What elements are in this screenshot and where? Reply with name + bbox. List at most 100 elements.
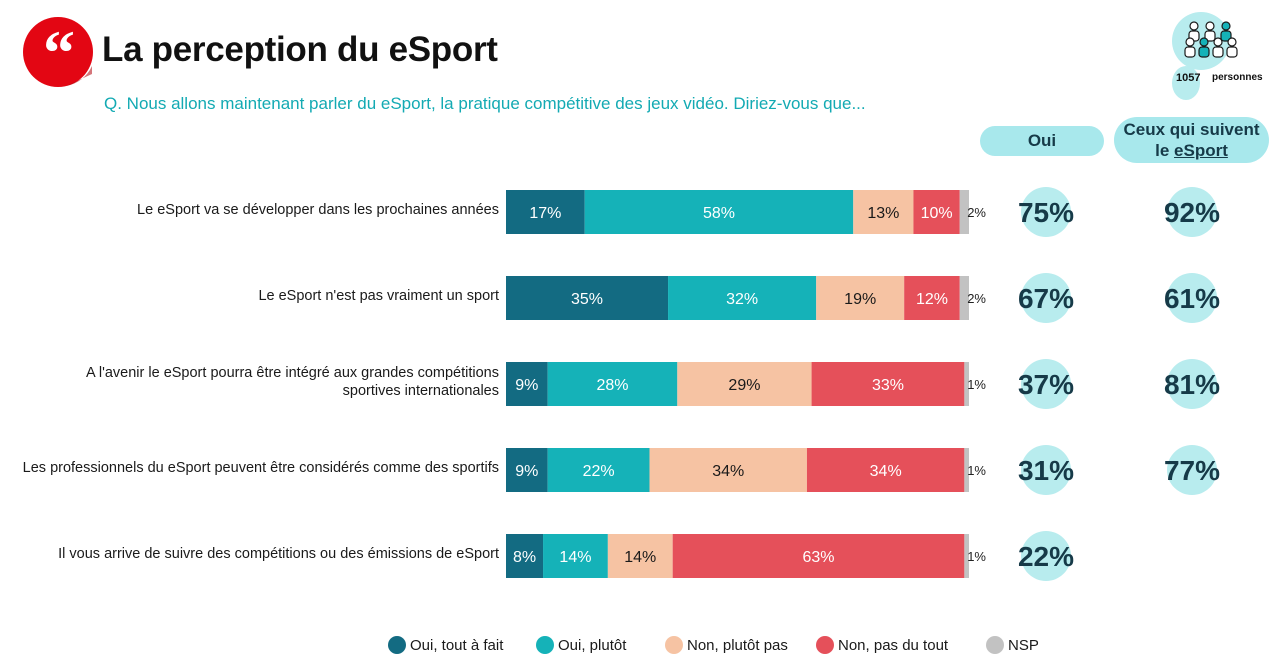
segment-value-label: 32%: [726, 291, 758, 308]
bar-segment: [959, 276, 969, 320]
nsp-value-label: 1%: [967, 549, 986, 564]
segment-value-label: 13%: [867, 205, 899, 222]
category-label: Les professionnels du eSport peuvent êtr…: [23, 459, 499, 477]
legend-item: Non, pas du tout: [816, 636, 948, 654]
legend-item: Non, plutôt pas: [665, 636, 788, 654]
bar-segment: [506, 448, 548, 492]
segment-value-label: 33%: [872, 377, 904, 394]
segment-value-label: 28%: [596, 377, 628, 394]
category-label-line: Le eSport n'est pas vraiment un sport: [258, 288, 499, 304]
legend-swatch: [816, 636, 834, 654]
nsp-value-label: 2%: [967, 291, 986, 306]
legend-item: Oui, plutôt: [536, 636, 626, 654]
followers-total-bubble: [1167, 187, 1217, 237]
oui-total-bubble: [1021, 445, 1071, 495]
segment-value-label: 17%: [529, 205, 561, 222]
column-header-followers: Ceux qui suivent le eSport: [1114, 117, 1269, 163]
respondents-label: personnes: [1212, 72, 1263, 83]
bar-segment: [964, 448, 969, 492]
segment-value-label: 58%: [703, 205, 735, 222]
category-label-line: A l'avenir le eSport pourra être intégré…: [85, 365, 499, 381]
bar-segment: [811, 362, 965, 406]
bar-segment: [607, 534, 673, 578]
category-label-line: Le eSport va se développer dans les proc…: [137, 202, 499, 218]
people-group-icon: [1184, 21, 1238, 58]
column-header-oui: Oui: [980, 126, 1104, 156]
bar-segment: [964, 362, 969, 406]
segment-value-label: 14%: [559, 549, 591, 566]
segment-value-label: 34%: [870, 463, 902, 480]
bar-segment: [547, 362, 678, 406]
category-label: Le eSport n'est pas vraiment un sport: [258, 287, 499, 305]
segment-value-label: 63%: [803, 549, 835, 566]
legend-label: Oui, tout à fait: [410, 637, 504, 654]
legend-item: Oui, tout à fait: [388, 636, 503, 654]
bar-segment: [668, 276, 817, 320]
followers-total-bubble: [1167, 273, 1217, 323]
category-label-line: Il vous arrive de suivre des compétition…: [58, 546, 499, 562]
bar-segment: [672, 534, 965, 578]
legend-swatch: [986, 636, 1004, 654]
question-text: Q. Nous allons maintenant parler du eSpo…: [104, 94, 866, 113]
category-label: A l'avenir le eSport pourra être intégré…: [86, 364, 499, 400]
bar-segment: [649, 448, 807, 492]
segment-value-label: 9%: [515, 377, 538, 394]
segment-value-label: 9%: [515, 463, 538, 480]
oui-total-bubble: [1021, 359, 1071, 409]
bar-segment: [677, 362, 812, 406]
oui-total-value: 67%: [1018, 283, 1074, 314]
bar-segment: [506, 362, 548, 406]
bar-segment: [904, 276, 960, 320]
quote-icon: “: [23, 17, 93, 88]
segment-value-label: 14%: [624, 549, 656, 566]
bar-segment: [543, 534, 608, 578]
category-label: Le eSport va se développer dans les proc…: [137, 201, 499, 219]
oui-total-value: 75%: [1018, 197, 1074, 228]
bar-segment: [964, 534, 969, 578]
legend-swatch: [536, 636, 554, 654]
nsp-value-label: 2%: [967, 205, 986, 220]
legend-item: NSP: [986, 636, 1039, 654]
bar-segment: [816, 276, 905, 320]
page-title: La perception du eSport: [102, 30, 498, 69]
followers-total-bubble: [1167, 359, 1217, 409]
followers-total-value: 92%: [1164, 197, 1220, 228]
legend-label: Oui, plutôt: [558, 637, 627, 654]
followers-total-value: 61%: [1164, 283, 1220, 314]
legend-label: Non, plutôt pas: [687, 637, 788, 654]
esport-link[interactable]: eSport: [1174, 141, 1228, 160]
category-label: Il vous arrive de suivre des compétition…: [58, 545, 499, 563]
segment-value-label: 22%: [583, 463, 615, 480]
followers-total-bubble: [1167, 445, 1217, 495]
followers-total-value: 77%: [1164, 455, 1220, 486]
segment-value-label: 29%: [728, 377, 760, 394]
segment-value-label: 10%: [921, 205, 953, 222]
segment-value-label: 34%: [712, 463, 744, 480]
bar-segment: [506, 276, 669, 320]
bar-segment: [506, 534, 544, 578]
oui-total-bubble: [1021, 273, 1071, 323]
nsp-value-label: 1%: [967, 463, 986, 478]
bar-segment: [913, 190, 960, 234]
oui-total-value: 31%: [1018, 455, 1074, 486]
bar-segment: [547, 448, 650, 492]
segment-value-label: 8%: [513, 549, 536, 566]
bar-segment: [506, 190, 585, 234]
oui-total-bubble: [1021, 531, 1071, 581]
segment-value-label: 19%: [844, 291, 876, 308]
legend-swatch: [388, 636, 406, 654]
oui-total-value: 37%: [1018, 369, 1074, 400]
followers-header-line2: le eSport: [1155, 141, 1228, 160]
segment-value-label: 12%: [916, 291, 948, 308]
legend-label: NSP: [1008, 637, 1039, 654]
followers-header-line1: Ceux qui suivent: [1123, 120, 1260, 139]
respondents-badge: 1057 personnes: [1168, 8, 1264, 100]
legend-swatch: [665, 636, 683, 654]
bar-segment: [959, 190, 969, 234]
svg-text:“: “: [43, 17, 75, 88]
oui-total-value: 22%: [1018, 541, 1074, 572]
bar-segment: [584, 190, 854, 234]
bar-segment: [853, 190, 914, 234]
oui-total-bubble: [1021, 187, 1071, 237]
